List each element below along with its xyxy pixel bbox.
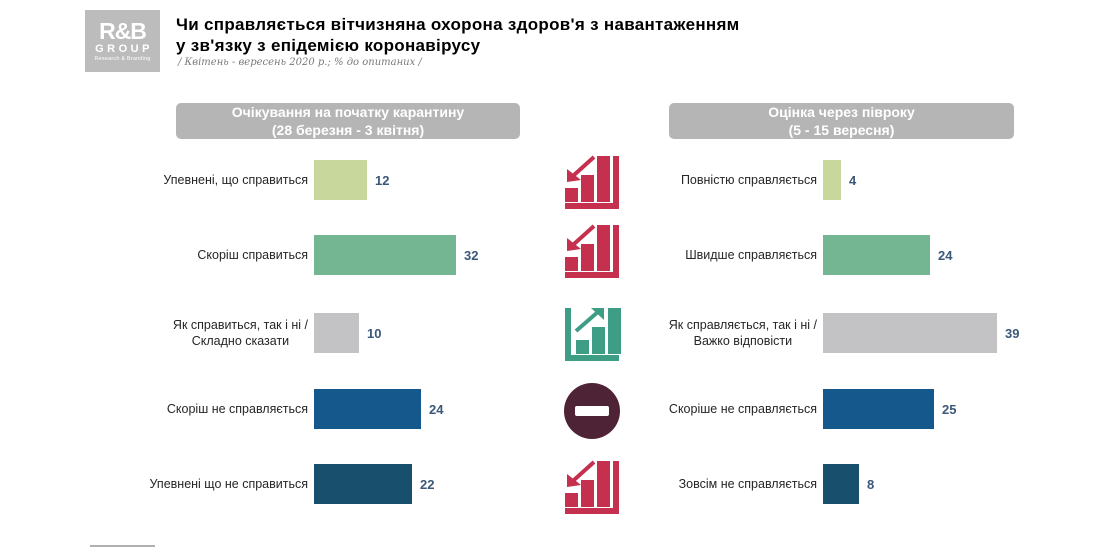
category-label: Зовсім не справляється <box>678 476 817 491</box>
category-label: Як справляється, так і ні / Важко відпові… <box>668 317 817 348</box>
bar <box>314 464 412 504</box>
category-label: Повністю справляється <box>680 172 817 187</box>
left-row-1: Упевнені, що справиться 12 <box>128 157 389 203</box>
left-row-2: Скоріш справиться 32 <box>128 232 478 278</box>
value-label: 24 <box>429 401 444 417</box>
right-chart-header: Оцінка через півроку (5 - 15 вересня) <box>669 103 1014 139</box>
left-chart-header-line2: (28 березня - 3 квітня) <box>271 122 425 138</box>
right-row-5: Зовсім не справляється 8 <box>645 461 874 507</box>
declining-chart-icon <box>563 458 623 518</box>
category-label: Як справиться, так і ні / Складно сказати <box>172 317 308 348</box>
right-chart-header-line2: (5 - 15 вересня) <box>788 122 895 138</box>
logo-group-text: GROUP <box>95 42 153 55</box>
logo-text: R&B <box>99 17 147 44</box>
rising-chart-icon <box>563 305 623 365</box>
minus-circle-icon <box>563 382 623 442</box>
value-label: 12 <box>375 172 390 188</box>
bar <box>314 160 367 200</box>
left-row-3: Як справиться, так і ні / Складно сказати… <box>128 310 381 356</box>
category-label: Скоріш не справляється <box>166 401 308 416</box>
logo-subtext: Research & Branding <box>94 56 151 63</box>
right-row-2: Швидше справляється 24 <box>645 232 952 278</box>
survey-period-subtitle: / Квітень - вересень 2020 р.; % до опита… <box>178 57 422 68</box>
left-chart-header-line1: Очікування на початку карантину <box>231 103 465 120</box>
title-line-2: у зв'язку з епідемією коронавірусу <box>176 35 481 55</box>
bar <box>823 160 841 200</box>
bar <box>823 235 930 275</box>
bar <box>823 464 859 504</box>
left-row-4: Скоріш не справляється 24 <box>128 386 443 432</box>
rb-group-logo: R&B GROUP Research & Branding <box>85 10 160 72</box>
bar <box>314 313 359 353</box>
value-label: 8 <box>867 476 875 492</box>
declining-chart-icon <box>563 222 623 282</box>
category-label: Скоріш справиться <box>197 247 308 262</box>
value-label: 24 <box>938 247 953 263</box>
right-row-3: Як справляється, так і ні / Важко відпові… <box>645 310 1019 356</box>
right-row-1: Повністю справляється 4 <box>645 157 856 203</box>
value-label: 25 <box>942 401 957 417</box>
left-row-5: Упевнені що не справиться 22 <box>128 461 434 507</box>
footer-divider <box>90 545 155 547</box>
bar <box>823 313 997 353</box>
value-label: 39 <box>1005 325 1020 341</box>
category-label: Упевнені, що справиться <box>163 172 308 187</box>
page-title: Чи справляється вітчизняна охорона здоро… <box>176 15 740 56</box>
value-label: 32 <box>464 247 479 263</box>
bar <box>314 389 421 429</box>
right-row-4: Скоріше не справляється 25 <box>645 386 956 432</box>
value-label: 22 <box>420 476 435 492</box>
value-label: 10 <box>367 325 382 341</box>
category-label: Упевнені що не справиться <box>149 476 308 491</box>
bar <box>823 389 934 429</box>
bar <box>314 235 456 275</box>
declining-chart-icon <box>563 153 623 213</box>
right-chart-header-line1: Оцінка через півроку <box>768 103 915 120</box>
left-chart-header: Очікування на початку карантину (28 бере… <box>176 103 520 139</box>
value-label: 4 <box>849 172 857 188</box>
title-line-1: Чи справляється вітчизняна охорона здоро… <box>176 15 740 34</box>
category-label: Швидше справляється <box>685 247 817 262</box>
category-label: Скоріше не справляється <box>668 401 817 416</box>
